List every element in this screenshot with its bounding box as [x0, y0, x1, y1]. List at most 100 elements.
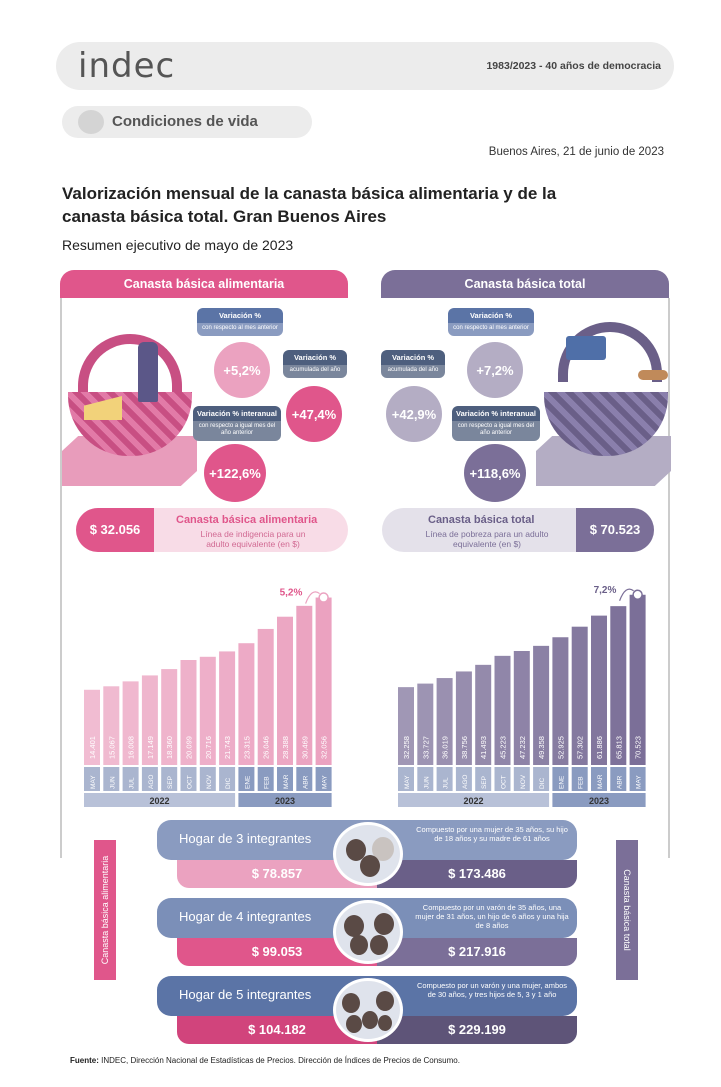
frame-left [60, 298, 62, 858]
bar-value-label: 18.360 [165, 736, 174, 759]
year-band [398, 793, 550, 807]
month-cell [277, 767, 293, 791]
month-tick-label: MAY [322, 775, 329, 789]
last-point-marker [318, 592, 329, 603]
household-4: Hogar de 4 integrantes Compuesto por un … [157, 898, 577, 970]
household-4-name: Hogar de 4 integrantes [179, 909, 312, 924]
month-tick-label: ENE [244, 775, 251, 789]
family-avatar-icon [333, 978, 403, 1042]
chart-bar [315, 597, 332, 765]
cbt-bar-chart: 32.258 MAY 33.727 JUN 36.019 JUL 38.756 AGO 41.4… [398, 585, 646, 807]
household-3-name: Hogar de 3 integrantes [179, 831, 312, 846]
key-icon [638, 370, 668, 380]
bar-value-label: 36.019 [441, 736, 450, 759]
family-avatar-icon [333, 822, 403, 886]
cbt-var-acum: +42,9% [386, 386, 442, 442]
month-tick-label: JUN [423, 776, 430, 789]
year-band [552, 793, 646, 807]
page-title: Valorización mensual de la canasta básic… [62, 184, 557, 226]
month-tick-label: AGO [148, 775, 155, 789]
month-tick-label: MAY [636, 775, 643, 789]
cbt-var-inter-title: Variación % interanual [452, 406, 540, 421]
month-cell [436, 767, 453, 791]
month-cell [513, 767, 530, 791]
month-cell [257, 767, 274, 791]
cba-var-mensual-label: Variación % con respecto al mes anterior [197, 308, 283, 336]
cba-var-mensual: +5,2% [214, 342, 270, 398]
household-5: Hogar de 5 integrantes Compuesto por un … [157, 976, 577, 1048]
tab-cba: Canasta básica alimentaria [60, 270, 348, 298]
cba-var-acum-desc: acumulada del año [283, 365, 347, 378]
chart-bar [238, 643, 255, 765]
year-label: 2023 [589, 796, 609, 806]
basket-icon [78, 110, 104, 134]
month-tick-label: OCT [501, 775, 508, 789]
chart-bar [103, 686, 120, 765]
cba-bar-chart: 14.401 MAY 15.067 JUN 16.008 JUL 17.149 AGO 18.3… [84, 588, 332, 807]
month-cell [84, 767, 100, 791]
cba-var-acum-title: Variación % [283, 350, 347, 365]
month-cell [455, 767, 472, 791]
year-band [238, 793, 332, 807]
cbt-var-acum-title: Variación % [381, 350, 445, 365]
cba-var-inter: +122,6% [204, 444, 266, 502]
cba-price-title: Canasta básica alimentaria [176, 514, 318, 526]
month-tick-label: MAY [90, 775, 97, 789]
cbt-var-mensual: +7,2% [467, 342, 523, 398]
cbt-var-acum-desc: acumulada del año [381, 365, 445, 378]
chart-bar [629, 594, 646, 765]
bar-value-label: 61.886 [595, 736, 604, 759]
section-title: Condiciones de vida [112, 113, 258, 130]
bar-value-label: 49.358 [537, 736, 546, 759]
month-tick-label: NOV [520, 774, 527, 789]
cba-price-desc: Línea de indigencia para un adulto equiv… [200, 529, 306, 549]
cbt-var-acum-label: Variación % acumulada del año [381, 350, 445, 378]
chart-bar [257, 628, 274, 765]
frame-right [668, 298, 670, 858]
bar-value-label: 17.149 [146, 736, 155, 759]
chart-bar [571, 626, 588, 765]
year-band [84, 793, 236, 807]
month-cell [417, 767, 434, 791]
month-tick-label: OCT [187, 775, 194, 789]
household-3-desc: Compuesto por una mujer de 35 años, su h… [416, 825, 568, 843]
household-4-desc: Compuesto por un varón de 35 años, una m… [415, 903, 569, 930]
bar-value-label: 20.099 [185, 736, 194, 759]
basket-handle-right [558, 322, 662, 382]
cba-var-inter-label: Variación % interanual con respecto a ig… [193, 406, 281, 441]
chart-bar [494, 655, 511, 765]
bar-value-label: 32.056 [320, 736, 329, 759]
indec-logo: indec [78, 46, 176, 86]
bar-value-label: 28.388 [281, 736, 290, 759]
household-5-cbt: $ 229.199 [377, 1016, 577, 1044]
report-date: Buenos Aires, 21 de junio de 2023 [488, 146, 664, 158]
cbt-var-mensual-label: Variación % con respecto al mes anterior [448, 308, 534, 336]
chart-bar [591, 615, 607, 765]
bar-value-label: 26.046 [262, 736, 271, 759]
chart-bar [296, 605, 313, 765]
month-tick-label: JUL [129, 777, 136, 789]
month-cell [552, 767, 569, 791]
month-tick-label: FEB [578, 776, 585, 789]
cba-price-panel: $ 32.056 Canasta básica alimentaria Líne… [76, 508, 348, 552]
bar-value-label: 47.232 [518, 736, 527, 759]
cba-var-mensual-title: Variación % [197, 308, 283, 323]
month-tick-label: ABR [616, 775, 623, 789]
month-cell [475, 767, 492, 791]
chart-bar [219, 651, 236, 765]
bar-value-label: 33.727 [421, 736, 430, 759]
month-cell [161, 767, 178, 791]
basket-handle-left [78, 334, 182, 394]
bar-value-label: 65.813 [614, 736, 623, 759]
month-cell [571, 767, 588, 791]
tab-cbt: Canasta básica total [381, 270, 669, 298]
chart-bar [436, 678, 453, 765]
page-subtitle: Resumen ejecutivo de mayo de 2023 [62, 237, 294, 253]
year-label: 2022 [150, 796, 170, 806]
chart-bar [180, 660, 197, 765]
month-cell [122, 767, 139, 791]
month-cell [199, 767, 216, 791]
bar-value-label: 14.401 [88, 736, 97, 759]
chart-bar [199, 656, 216, 765]
chart-bar [475, 664, 492, 765]
